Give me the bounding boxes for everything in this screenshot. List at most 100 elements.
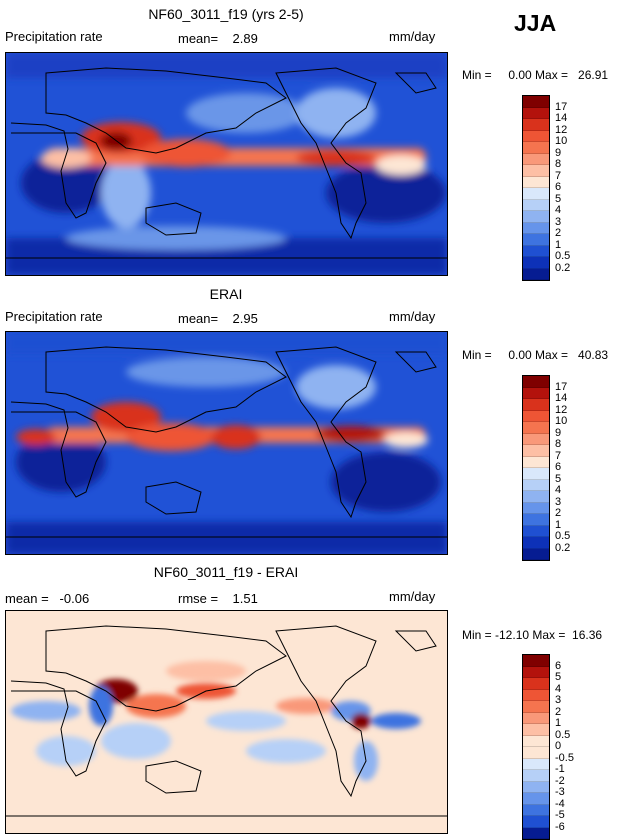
panel-3-mean: mean = -0.06 xyxy=(5,591,90,606)
colorbar-tick-label: 9 xyxy=(555,426,562,439)
colorbar-tick-label: 1 xyxy=(555,518,562,531)
colorbar-tick-label: 7 xyxy=(555,169,562,182)
colorbar-tick-label: -1 xyxy=(555,763,565,775)
colorbar-segment xyxy=(523,712,549,724)
colorbar-tick-label: 2 xyxy=(555,705,562,718)
colorbar-segment xyxy=(523,548,549,560)
colorbar-tick-label: 12 xyxy=(555,123,568,136)
panel-3-map xyxy=(5,610,448,834)
colorbar-tick-label: 3 xyxy=(555,215,562,228)
colorbar-tick-label: 0 xyxy=(555,740,562,752)
colorbar-tick-label: -0.5 xyxy=(555,751,574,764)
colorbar-segment xyxy=(523,468,549,480)
colorbar-segment xyxy=(523,479,549,491)
panel-1-variable-label: Precipitation rate xyxy=(5,29,103,44)
colorbar-tick-label: 0.2 xyxy=(555,541,571,554)
panel-1-units: mm/day xyxy=(389,29,436,44)
colorbar-segment xyxy=(523,165,549,177)
colorbar-segment xyxy=(523,211,549,223)
colorbar-segment xyxy=(523,268,549,280)
colorbar-tick-label: -3 xyxy=(555,786,565,798)
panel-2-colorbar xyxy=(522,375,550,561)
colorbar-segment xyxy=(523,96,549,108)
colorbar-segment xyxy=(523,107,549,119)
colorbar-segment xyxy=(523,758,549,770)
colorbar-segment xyxy=(523,827,549,839)
colorbar-tick-label: 8 xyxy=(555,438,562,450)
colorbar-segment xyxy=(523,153,549,165)
colorbar-tick-label: 2 xyxy=(555,227,562,239)
colorbar-segment xyxy=(523,222,549,234)
colorbar-tick-label: -4 xyxy=(555,797,565,810)
colorbar-tick-label: 4 xyxy=(555,682,562,695)
panel-3-minmax: Min = -12.10 Max = 16.36 xyxy=(462,628,603,642)
panel-2-map xyxy=(5,331,448,555)
colorbar-segment xyxy=(523,770,549,782)
colorbar-segment xyxy=(523,188,549,200)
colorbar-segment xyxy=(523,701,549,713)
colorbar-segment xyxy=(523,678,549,690)
panel-3-rmse: rmse = 1.51 xyxy=(178,591,258,606)
colorbar-segment xyxy=(523,514,549,526)
colorbar-segment xyxy=(523,491,549,503)
colorbar-segment xyxy=(523,130,549,142)
colorbar-segment xyxy=(523,376,549,388)
colorbar-tick-label: 5 xyxy=(555,472,562,485)
colorbar-segment xyxy=(523,537,549,549)
colorbar-segment xyxy=(523,747,549,759)
colorbar-segment xyxy=(523,142,549,154)
colorbar-segment xyxy=(523,689,549,701)
colorbar-tick-label: 14 xyxy=(555,392,568,404)
colorbar-tick-label: 17 xyxy=(555,380,568,393)
colorbar-segment xyxy=(523,410,549,422)
panel-2-variable-label: Precipitation rate xyxy=(5,309,103,324)
colorbar-segment xyxy=(523,445,549,457)
colorbar-tick-label: 5 xyxy=(555,192,562,205)
colorbar-segment xyxy=(523,793,549,805)
panel-2-title: ERAI xyxy=(209,286,243,302)
colorbar-tick-label: 3 xyxy=(555,694,562,706)
colorbar-segment xyxy=(523,433,549,445)
colorbar-segment xyxy=(523,655,549,667)
colorbar-tick-label: 8 xyxy=(555,158,562,170)
colorbar-segment xyxy=(523,735,549,747)
colorbar-tick-label: 7 xyxy=(555,449,562,462)
colorbar-segment xyxy=(523,666,549,678)
panel-1-colorbar xyxy=(522,95,550,281)
panel-1-mean: mean= 2.89 xyxy=(178,31,258,46)
colorbar-tick-label: 6 xyxy=(555,659,562,672)
colorbar-segment xyxy=(523,502,549,514)
colorbar-tick-label: 4 xyxy=(555,204,562,216)
colorbar-segment xyxy=(523,387,549,399)
colorbar-segment xyxy=(523,234,549,246)
colorbar-tick-label: 3 xyxy=(555,495,562,508)
colorbar-tick-label: 6 xyxy=(555,181,562,193)
panel-3-units: mm/day xyxy=(389,589,436,604)
colorbar-segment xyxy=(523,456,549,468)
panel-2-units: mm/day xyxy=(389,309,436,324)
colorbar-segment xyxy=(523,422,549,434)
colorbar-segment xyxy=(523,525,549,537)
colorbar-tick-label: 5 xyxy=(555,671,562,683)
colorbar-tick-label: 0.2 xyxy=(555,261,571,274)
colorbar-segment xyxy=(523,119,549,131)
colorbar-tick-label: 10 xyxy=(555,415,568,427)
colorbar-segment xyxy=(523,804,549,816)
season-label: JJA xyxy=(514,10,557,36)
colorbar-segment xyxy=(523,199,549,211)
panel-2-mean: mean= 2.95 xyxy=(178,311,258,326)
colorbar-segment xyxy=(523,781,549,793)
colorbar-tick-label: 2 xyxy=(555,507,562,519)
colorbar-tick-label: 17 xyxy=(555,100,568,113)
panel-1-title: NF60_3011_f19 (yrs 2-5) xyxy=(148,6,304,22)
panel-1-minmax: Min = 0.00 Max = 26.91 xyxy=(462,68,609,82)
panel-1-map xyxy=(5,52,448,276)
colorbar-segment xyxy=(523,724,549,736)
colorbar-tick-label: 1 xyxy=(555,238,562,251)
colorbar-tick-label: 12 xyxy=(555,403,568,416)
colorbar-segment xyxy=(523,399,549,411)
colorbar-tick-label: -6 xyxy=(555,820,565,833)
colorbar-tick-label: 0.5 xyxy=(555,250,571,262)
panel-3-colorbar xyxy=(522,654,550,840)
colorbar-tick-label: -5 xyxy=(555,809,565,821)
